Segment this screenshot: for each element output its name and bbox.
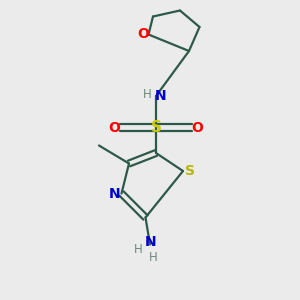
Text: N: N [145, 235, 156, 249]
Text: H: H [143, 88, 152, 101]
Text: N: N [109, 187, 121, 200]
Text: O: O [137, 28, 149, 41]
Text: O: O [109, 121, 121, 134]
Text: O: O [191, 121, 203, 134]
Text: H: H [149, 250, 158, 264]
Text: N: N [155, 89, 166, 103]
Text: H: H [134, 243, 143, 256]
Text: S: S [151, 120, 161, 135]
Text: S: S [184, 164, 195, 178]
